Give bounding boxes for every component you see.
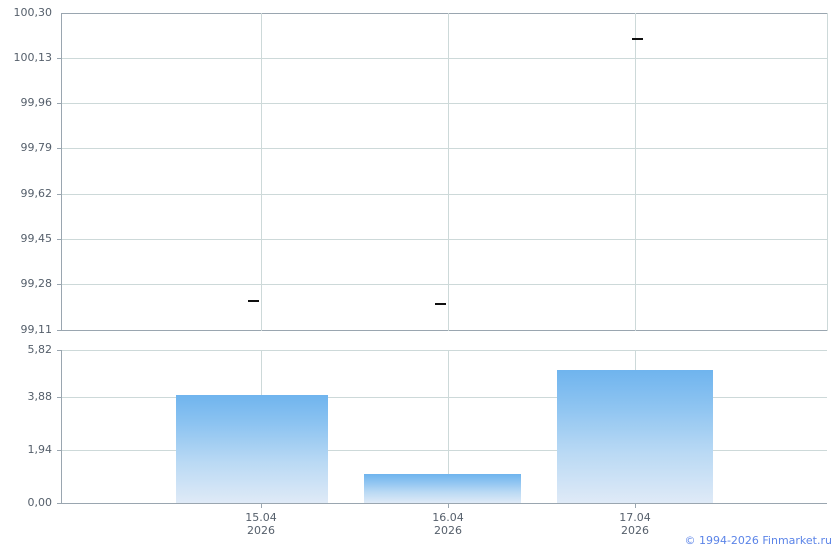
price-ytick-99-96	[57, 103, 62, 104]
price-y-axis-line	[61, 13, 62, 331]
price-ylabel-100-30: 100,30	[13, 6, 53, 19]
volume-y-axis-line	[61, 350, 62, 504]
volume-gridline-5-82	[61, 350, 827, 351]
price-vgrid-15-04	[261, 13, 262, 331]
price-vgrid-16-04	[448, 13, 449, 331]
volume-baseline-0-00	[61, 503, 827, 504]
price-ytick-99-28	[57, 284, 62, 285]
xtick-mark-15-04	[261, 503, 262, 508]
volume-vgrid-17-04	[635, 350, 636, 370]
price-ylabel-100-13: 100,13	[13, 51, 53, 64]
price-vgrid-17-04	[635, 13, 636, 331]
price-gridline-99-79	[61, 148, 827, 149]
volume-ytick-3-88	[57, 397, 62, 398]
volume-gridline-1-94	[61, 450, 827, 451]
volume-vgrid-16-04	[448, 350, 449, 474]
volume-bar-16-04	[364, 474, 521, 503]
price-marker-17-04	[632, 38, 643, 40]
xtick-label-17-04-date: 17.04	[619, 511, 651, 524]
price-gridline-100-30	[61, 13, 827, 14]
xtick-label-17-04-year: 2026	[621, 524, 649, 537]
price-ytick-99-79	[57, 148, 62, 149]
xtick-mark-17-04	[635, 503, 636, 508]
volume-ylabel-1-94: 1,94	[27, 443, 53, 456]
price-gridline-99-62	[61, 194, 827, 195]
price-ylabel-99-79: 99,79	[20, 141, 53, 154]
price-ylabel-99-62: 99,62	[20, 187, 53, 200]
price-ytick-99-62	[57, 194, 62, 195]
xtick-label-15-04-year: 2026	[247, 524, 275, 537]
volume-ylabel-0-00: 0,00	[27, 496, 53, 509]
price-right-border	[827, 13, 828, 331]
volume-gridline-3-88	[61, 397, 827, 398]
price-gridline-99-96	[61, 103, 827, 104]
xtick-label-17-04: 17.04 2026	[595, 511, 675, 537]
volume-ytick-0-00	[57, 503, 62, 504]
xtick-mark-16-04	[448, 503, 449, 508]
copyright-notice: © 1994-2026 Finmarket.ru	[684, 534, 832, 547]
price-ylabel-99-45: 99,45	[20, 232, 53, 245]
price-gridline-99-28	[61, 284, 827, 285]
price-ytick-99-11	[57, 330, 62, 331]
price-ylabel-99-11: 99,11	[20, 323, 53, 336]
price-gridline-100-13	[61, 58, 827, 59]
xtick-label-16-04-date: 16.04	[432, 511, 464, 524]
price-gridline-99-45	[61, 239, 827, 240]
volume-vgrid-15-04	[261, 350, 262, 395]
price-ytick-100-13	[57, 58, 62, 59]
price-gridline-99-11	[61, 330, 827, 331]
xtick-label-15-04-date: 15.04	[245, 511, 277, 524]
price-marker-15-04	[248, 300, 259, 302]
volume-ylabel-3-88: 3,88	[27, 390, 53, 403]
volume-ytick-5-82	[57, 350, 62, 351]
volume-bar-17-04	[557, 370, 713, 503]
xtick-label-15-04: 15.04 2026	[221, 511, 301, 537]
price-ylabel-99-28: 99,28	[20, 277, 53, 290]
volume-ytick-1-94	[57, 450, 62, 451]
xtick-label-16-04: 16.04 2026	[408, 511, 488, 537]
volume-ylabel-5-82: 5,82	[27, 343, 53, 356]
volume-bar-15-04	[176, 395, 328, 503]
xtick-label-16-04-year: 2026	[434, 524, 462, 537]
price-marker-16-04	[435, 303, 446, 305]
price-ytick-99-45	[57, 239, 62, 240]
price-ylabel-99-96: 99,96	[20, 96, 53, 109]
